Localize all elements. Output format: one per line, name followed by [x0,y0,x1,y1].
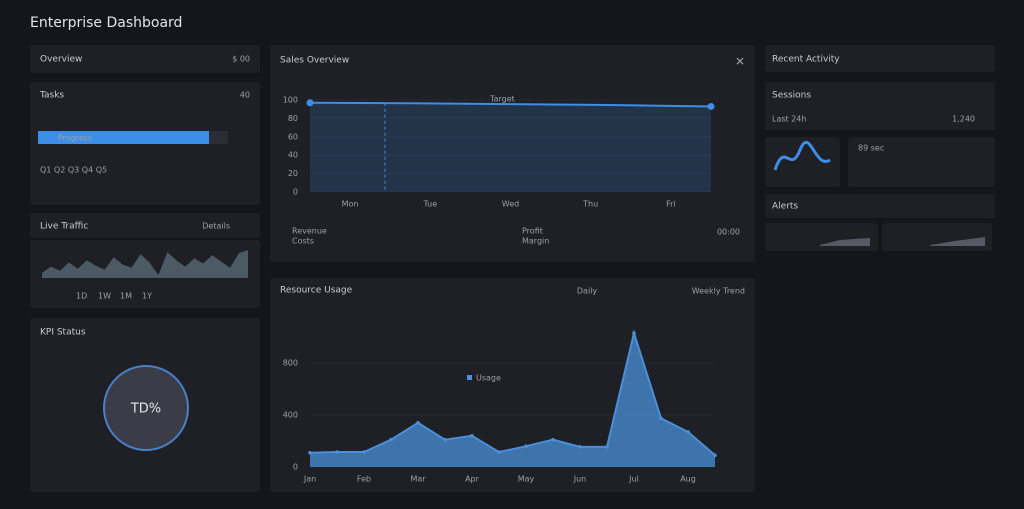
range-tab: 1D [76,292,87,301]
sparkline-area [42,250,248,278]
alert-tile [882,223,992,251]
y-tick-label: 400 [283,411,298,420]
point [443,437,447,442]
point [389,437,393,442]
visits-tile [848,137,995,187]
activity-title: Recent Activity [772,55,840,65]
range-tab: 1W [98,292,111,301]
legend-item: Costs [292,237,314,246]
kpi-ring [103,365,189,451]
legend-item: Profit [522,227,543,236]
point [659,416,663,421]
point [308,450,312,455]
annotation: Target [489,95,515,104]
x-tick-label: Fri [666,200,676,209]
point [335,450,339,454]
overview-title: Overview [40,55,82,65]
alert-sparkline [820,238,870,246]
x-tick-label: Tue [422,200,437,209]
progress-title: Tasks [39,91,64,101]
y-tick-label: 800 [283,359,298,368]
chart-tab: Weekly Trend [692,287,745,296]
traffic-header [30,213,260,238]
y-tick-label: 20 [288,169,298,178]
point [362,450,366,454]
area-fill [310,333,715,467]
sessions-title: Sessions [772,91,811,101]
x-tick-label: Aug [680,475,696,484]
progress-footer: Q1 Q2 Q3 Q4 Q5 [40,166,107,175]
y-tick-label: 0 [293,463,298,472]
legend-item: Revenue [292,227,327,236]
x-tick-label: Mar [410,475,426,484]
overview-value: $ 00 [232,55,250,64]
point [524,444,528,449]
point [470,434,474,438]
point [707,102,715,110]
wave-tile [765,137,840,187]
sessions-panel [765,82,995,130]
point [416,421,420,425]
line-panel [270,45,755,262]
x-tick-label: Wed [502,200,519,209]
series-line [309,101,712,108]
activity-panel [765,45,995,72]
overview-panel [30,45,260,73]
y-tick-label: 60 [288,132,298,141]
progress-bar [38,131,209,144]
x-tick-label: Jun [573,475,587,484]
progress-count: 40 [240,91,250,100]
x-tick-label: Apr [465,475,480,484]
x-tick-label: May [518,475,535,484]
kpi-value: TD% [130,402,161,417]
legend-item: Margin [522,237,549,246]
chart-title: Resource Usage [280,286,353,296]
series-line [309,329,716,457]
chart-title: Sales Overview [280,56,349,66]
range-tab: 1Y [142,292,152,301]
point [578,445,582,449]
alerts-panel [765,194,995,218]
footer: 00:00 [717,228,740,237]
sessions-meta: Last 24h [772,115,806,124]
y-tick-label: 100 [283,96,298,105]
x-tick-label: Mon [342,200,359,209]
area-fill [310,102,711,192]
point [713,453,717,458]
point [497,450,501,454]
x-tick-label: Jul [628,475,639,484]
y-tick-label: 0 [293,188,298,197]
alert-sparkline [930,237,985,246]
point [551,437,555,442]
point [686,430,690,434]
traffic-action[interactable]: Details [202,222,230,231]
sessions-value: 1,240 [952,115,975,124]
alerts-title: Alerts [772,202,798,212]
visits-value: 89 sec [858,144,884,153]
y-tick-label: 80 [288,114,298,123]
kpi-title: KPI Status [40,328,86,338]
point [605,445,609,449]
wave-graphic [773,140,831,171]
point [632,331,636,335]
legend-swatch [467,375,472,380]
page-title: Enterprise Dashboard [30,15,182,31]
range-tab: 1M [120,292,132,301]
traffic-title: Live Traffic [40,222,88,232]
point [306,99,314,107]
x-tick-label: Thu [582,200,598,209]
chart-tab: Daily [577,287,598,296]
close-icon[interactable]: ✕ [735,55,745,69]
legend-item: Usage [476,374,501,383]
alert-tile [765,223,878,251]
x-tick-label: Jan [303,475,316,484]
x-tick-label: Feb [357,475,371,484]
y-tick-label: 40 [288,151,298,160]
progress-label: Progress [58,134,92,143]
